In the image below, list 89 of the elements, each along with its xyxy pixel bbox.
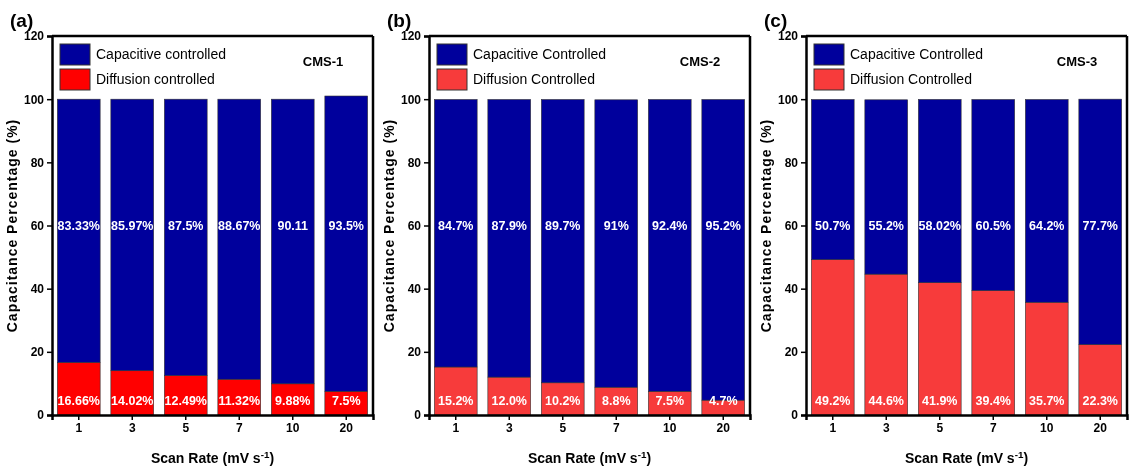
data-label: 12.49% [164, 394, 207, 408]
chart-title: (a) [10, 10, 34, 31]
y-tick-label: 80 [407, 155, 422, 170]
data-label: 64.2% [1029, 218, 1065, 233]
x-tick-label: 20 [339, 420, 354, 435]
x-tick-label: 7 [989, 420, 997, 435]
data-label: 8.8% [602, 394, 631, 408]
data-label: 11.32% [218, 394, 261, 408]
x-axis-title: Scan Rate (mV s$^{-1}$) [904, 448, 1029, 466]
x-tick-label: 20 [1093, 420, 1108, 435]
data-label: 7.5% [655, 394, 684, 408]
data-label: 7.5% [332, 394, 361, 408]
data-label: 12.0% [491, 394, 527, 408]
data-label: 88.67% [218, 218, 261, 233]
y-axis-title: Capacitance Percentage (%) [758, 118, 774, 333]
x-tick-label: 1 [452, 420, 460, 435]
y-tick-label: 20 [30, 345, 45, 360]
x-tick-label: 10 [286, 420, 300, 435]
data-label: 87.9% [491, 218, 527, 233]
data-label: 39.4% [975, 394, 1011, 408]
y-tick-label: 0 [791, 408, 799, 423]
y-tick-label: 0 [37, 408, 45, 423]
y-tick-label: 100 [777, 92, 799, 107]
x-tick-label: 7 [612, 420, 620, 435]
data-label: 16.66% [57, 394, 100, 408]
y-axis-title: Capacitance Percentage (%) [381, 118, 397, 333]
data-label: 10.2% [545, 394, 581, 408]
data-label: 87.5% [168, 218, 204, 233]
legend-label: Capacitive Controlled [473, 46, 607, 62]
data-label: 22.3% [1082, 394, 1118, 408]
y-tick-label: 40 [407, 282, 422, 297]
x-tick-label: 1 [829, 420, 837, 435]
y-tick-label: 20 [784, 345, 799, 360]
annotation: CMS-1 [302, 54, 344, 69]
data-label: 14.02% [111, 394, 154, 408]
legend-label: Diffusion Controlled [473, 71, 595, 87]
data-label: 84.7% [438, 218, 474, 233]
x-tick-label: 3 [128, 420, 136, 435]
data-label: 44.6% [868, 394, 904, 408]
y-tick-label: 80 [784, 155, 799, 170]
data-label: 77.7% [1082, 218, 1118, 233]
annotation: CMS-3 [1056, 54, 1098, 69]
annotation: CMS-2 [679, 54, 721, 69]
x-tick-label: 5 [559, 420, 567, 435]
data-label: 41.9% [922, 394, 958, 408]
data-label: 85.97% [111, 218, 154, 233]
legend-label: Diffusion Controlled [850, 71, 972, 87]
x-tick-label: 7 [235, 420, 243, 435]
x-tick-label: 5 [936, 420, 944, 435]
y-tick-label: 20 [407, 345, 422, 360]
y-tick-label: 100 [23, 92, 45, 107]
legend-label: Capacitive Controlled [850, 46, 984, 62]
x-axis-title: Scan Rate (mV s$^{-1}$) [150, 448, 275, 466]
x-tick-label: 10 [663, 420, 677, 435]
data-label: 15.2% [438, 394, 474, 408]
data-label: 83.33% [57, 218, 100, 233]
legend-label: Capacitive controlled [96, 46, 226, 62]
x-tick-label: 1 [75, 420, 83, 435]
y-tick-label: 100 [400, 92, 422, 107]
data-label: 50.7% [815, 218, 851, 233]
y-tick-label: 60 [30, 218, 45, 233]
data-label: 93.5% [328, 218, 364, 233]
y-tick-label: 0 [414, 408, 422, 423]
x-tick-label: 20 [716, 420, 731, 435]
y-tick-label: 80 [30, 155, 45, 170]
data-label: 92.4% [652, 218, 688, 233]
y-tick-label: 40 [784, 282, 799, 297]
y-tick-label: 40 [30, 282, 45, 297]
data-label: 89.7% [545, 218, 581, 233]
data-label: 58.02% [918, 218, 961, 233]
x-tick-label: 5 [182, 420, 190, 435]
data-label: 60.5% [975, 218, 1011, 233]
data-label: 55.2% [868, 218, 904, 233]
x-axis-title: Scan Rate (mV s$^{-1}$) [527, 448, 652, 466]
data-label: 91% [603, 218, 629, 233]
x-tick-label: 10 [1040, 420, 1054, 435]
x-tick-label: 3 [882, 420, 890, 435]
y-tick-label: 60 [407, 218, 422, 233]
x-tick-label: 3 [505, 420, 513, 435]
chart-title: (c) [764, 10, 788, 31]
chart-title: (b) [387, 10, 412, 31]
data-label: 49.2% [815, 394, 851, 408]
data-label: 95.2% [705, 218, 741, 233]
legend-label: Diffusion controlled [96, 71, 215, 87]
data-label: 9.88% [275, 394, 311, 408]
y-tick-label: 60 [784, 218, 799, 233]
y-axis-title: Capacitance Percentage (%) [4, 118, 20, 333]
data-label: 90.11 [277, 218, 309, 233]
data-label: 35.7% [1029, 394, 1065, 408]
